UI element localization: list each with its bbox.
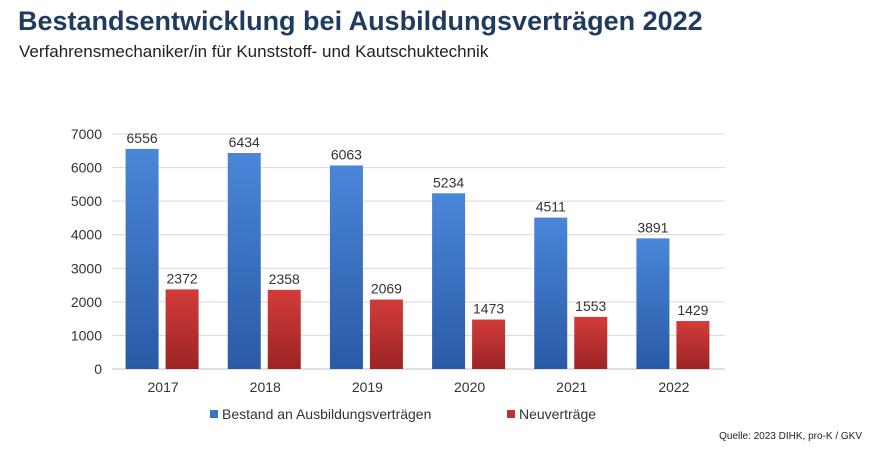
data-labels: 6556 2372 6434 2358 6063 2069 5234 1473 4511 1553… (127, 130, 709, 318)
chart-title: Bestandsentwicklung bei Ausbildungsvertr… (18, 6, 703, 36)
data-label: 1473 (473, 301, 504, 317)
legend-label: Bestand an Ausbildungsverträgen (222, 406, 431, 422)
legend-swatch (210, 410, 218, 418)
y-tick-label: 5000 (71, 193, 102, 209)
bars (125, 148, 710, 369)
data-label: 5234 (433, 174, 464, 190)
y-tick-label: 3000 (71, 260, 102, 276)
x-tick-label: 2018 (250, 379, 281, 395)
legend: Bestand an Ausbildungsverträgen Neuverträ… (210, 406, 596, 422)
bar-neuvertraege (267, 289, 301, 369)
legend-label: Neuverträge (519, 406, 596, 422)
y-tick-label: 0 (94, 361, 102, 377)
y-tick-label: 1000 (71, 327, 102, 343)
bar-neuvertraege (369, 299, 403, 369)
bar-bestand (432, 193, 466, 369)
chart-subtitle: Verfahrensmechaniker/in für Kunststoff- … (19, 42, 489, 61)
x-tick-label: 2019 (352, 379, 383, 395)
x-axis-ticks: 2017 2018 2019 2020 2021 2022 (148, 379, 690, 395)
bar-neuvertraege (472, 319, 506, 369)
data-label: 2372 (167, 270, 198, 286)
y-tick-label: 2000 (71, 294, 102, 310)
data-label: 2069 (371, 281, 402, 297)
bar-bestand (125, 148, 159, 369)
data-label: 6063 (331, 146, 362, 162)
data-label: 1553 (575, 298, 606, 314)
data-label: 6434 (229, 134, 260, 150)
bar-bestand (227, 153, 261, 369)
x-tick-label: 2022 (658, 379, 689, 395)
bar-neuvertraege (676, 321, 710, 369)
bar-bestand (534, 217, 568, 369)
y-tick-label: 6000 (71, 160, 102, 176)
legend-swatch (507, 410, 515, 418)
bar-neuvertraege (574, 316, 608, 369)
data-label: 1429 (677, 302, 708, 318)
bar-bestand (329, 165, 363, 369)
data-label: 2358 (269, 271, 300, 287)
data-label: 3891 (637, 219, 668, 235)
bar-neuvertraege (165, 289, 199, 369)
x-tick-label: 2017 (148, 379, 179, 395)
x-tick-label: 2020 (454, 379, 485, 395)
source-note: Quelle: 2023 DIHK, pro-K / GKV (719, 431, 862, 442)
data-label: 4511 (536, 199, 566, 215)
x-tick-label: 2021 (556, 379, 587, 395)
bar-bestand (636, 238, 670, 369)
y-tick-label: 4000 (71, 227, 102, 243)
y-axis-ticks: 0 1000 2000 3000 4000 5000 6000 7000 (71, 126, 102, 377)
grid-lines (112, 133, 725, 370)
data-label: 6556 (127, 130, 158, 146)
y-tick-label: 7000 (71, 126, 102, 142)
